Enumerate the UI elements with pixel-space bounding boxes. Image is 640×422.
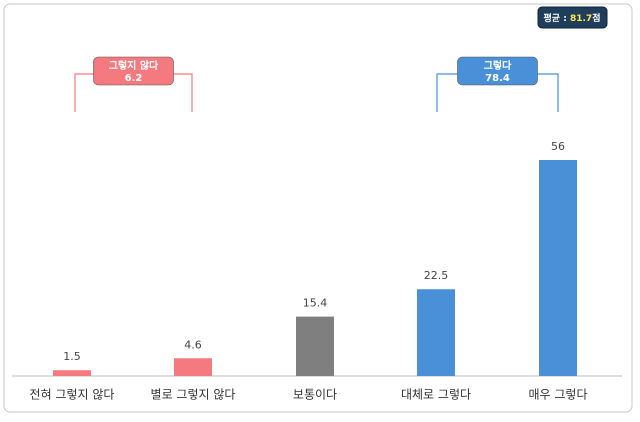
value-label: 1.5 bbox=[63, 350, 81, 363]
frame bbox=[3, 3, 633, 413]
x-tick-label: 별로 그렇지 않다 bbox=[151, 387, 236, 402]
average-value: 81.7 bbox=[570, 14, 592, 24]
x-tick-label: 전혀 그렇지 않다 bbox=[30, 387, 115, 402]
annotation-label: 그렇지 않다 bbox=[109, 59, 159, 72]
value-label: 4.6 bbox=[184, 338, 202, 351]
annotation-label: 그렇다 bbox=[484, 59, 512, 72]
annotation-value: 78.4 bbox=[485, 73, 510, 84]
average-badge bbox=[537, 6, 608, 29]
average-text: 평균 : 81.7점 bbox=[544, 12, 601, 24]
x-tick-label: 매우 그렇다 bbox=[528, 387, 587, 402]
average-label: 평균 : bbox=[544, 12, 567, 24]
annotation-box bbox=[457, 56, 538, 86]
value-label: 15.4 bbox=[303, 297, 328, 310]
x-tick-label: 대체로 그렇다 bbox=[401, 387, 471, 402]
bar bbox=[296, 316, 334, 376]
bar bbox=[53, 370, 91, 376]
bar bbox=[417, 289, 455, 376]
bar bbox=[174, 358, 212, 376]
value-label: 56 bbox=[551, 140, 565, 153]
annotation-value: 6.2 bbox=[125, 73, 143, 84]
average-unit: 점 bbox=[592, 12, 600, 24]
value-label: 22.5 bbox=[424, 269, 449, 282]
annotation-box bbox=[93, 56, 174, 86]
x-tick-label: 보통이다 bbox=[293, 388, 337, 402]
bar bbox=[539, 160, 577, 376]
